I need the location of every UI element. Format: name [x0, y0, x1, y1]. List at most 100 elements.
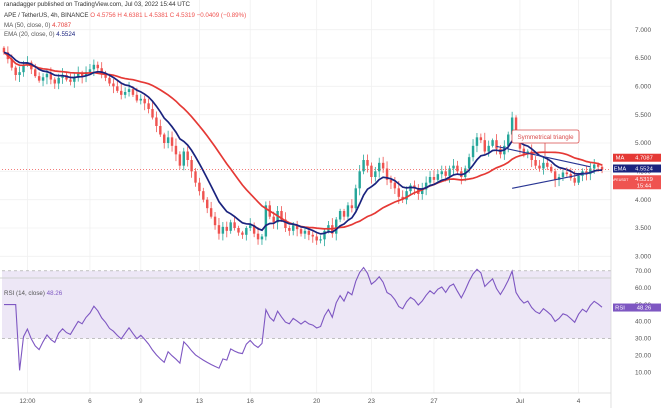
candle-body: [225, 226, 228, 231]
candle-body: [522, 148, 526, 155]
candle-body: [354, 188, 357, 209]
candle-body: [249, 225, 252, 228]
ohlc-text: O 4.5756 H 4.6381 L 4.5381 C 4.5319 −0.0…: [90, 12, 247, 19]
candle-body: [600, 166, 604, 170]
legend-rsi[interactable]: RSI (14, close) 48.26: [4, 290, 62, 298]
candle-body: [573, 178, 576, 183]
annotation-callout[interactable]: Symmetrical triangle: [511, 129, 580, 156]
candle-body: [311, 234, 314, 237]
candle-body: [190, 160, 193, 172]
candle-body: [88, 69, 92, 73]
price-tag-value: 4.5524: [635, 166, 654, 172]
price-tag-label-box: [613, 153, 627, 162]
rsi-tag-value-box: [627, 303, 661, 312]
candle-body: [73, 77, 76, 82]
price-tag-name: EMA: [614, 166, 627, 172]
candle-body: [530, 151, 533, 160]
symbol-text: APE / TetherUS, 4h, BINANCE: [4, 12, 89, 19]
candle-body: [84, 72, 88, 77]
candle-body: [209, 208, 213, 217]
candle-body: [448, 168, 451, 176]
candle-body: [10, 59, 13, 68]
candle-body: [104, 73, 107, 78]
candle-body: [123, 92, 127, 95]
candle-body: [100, 68, 103, 74]
candle-body: [589, 168, 592, 175]
candle-body: [131, 89, 135, 95]
candle-body: [385, 168, 389, 180]
candle-body: [362, 160, 365, 172]
price-tick-label: 5.500: [635, 112, 651, 119]
candle-body: [182, 151, 185, 166]
candle-body: [41, 77, 45, 81]
candle-body: [393, 182, 397, 189]
candle-body: [456, 165, 459, 172]
candle-body: [37, 76, 41, 81]
legend-ma[interactable]: MA (50, close, 0) 4.7087: [4, 22, 71, 30]
candle-body: [507, 134, 510, 146]
candle-body: [370, 165, 373, 177]
candle-body: [80, 73, 84, 77]
candle-body: [432, 177, 436, 180]
time-tick-label: 6: [88, 398, 92, 405]
legend-symbol[interactable]: APE / TetherUS, 4h, BINANCE O 4.5756 H 4…: [4, 12, 246, 20]
candle-body: [303, 230, 307, 234]
rsi-band: [2, 270, 611, 339]
candle-body: [14, 67, 17, 75]
candle-body: [194, 171, 197, 183]
candle-body: [596, 164, 600, 167]
time-axis[interactable]: 12:00 6 9 13 16 20 23 27 Jul 4: [19, 398, 580, 405]
price-axis[interactable]: 3.0003.5004.0004.5005.0005.5006.0006.500…: [635, 27, 651, 261]
candle-body: [479, 137, 483, 141]
price-tick-label: 5.000: [635, 140, 651, 147]
candle-body: [561, 172, 565, 177]
candle-body: [593, 164, 596, 169]
publish-text: ranadagger published on TradingView.com,…: [4, 1, 190, 8]
price-tag-name: MA: [616, 156, 625, 162]
triangle-trendline: [512, 171, 595, 189]
candle-body: [217, 225, 221, 234]
rsi-tag-value: 48.26: [637, 305, 652, 311]
candle-body: [315, 236, 318, 241]
time-tick-label: Jul: [516, 398, 524, 405]
candle-body: [151, 109, 154, 118]
candle-body: [405, 191, 408, 200]
time-tick-label: 23: [368, 398, 376, 405]
candle-body: [292, 225, 295, 231]
candle-body: [155, 117, 158, 126]
price-tag-label-box: [613, 164, 627, 173]
ema-label: EMA (20, close, 0): [4, 31, 55, 38]
ema-line: [3, 51, 603, 235]
candle-body: [34, 69, 37, 77]
candle-body: [143, 98, 146, 104]
ma-label: MA (50, close, 0): [4, 22, 51, 29]
candle-body: [467, 157, 471, 169]
price-tick-label: 4.000: [635, 197, 651, 204]
triangle-pattern: [496, 145, 595, 189]
candle-body: [237, 228, 240, 233]
candle-body: [53, 79, 56, 84]
candle-body: [260, 236, 264, 240]
candle-body: [108, 77, 111, 84]
candle-body: [409, 185, 412, 192]
candle-body: [491, 140, 494, 146]
candle-body: [112, 83, 115, 87]
candle-body: [307, 230, 311, 235]
legend-ema[interactable]: EMA (20, close, 0) 4.5524: [4, 31, 75, 39]
rsi-line: [4, 266, 603, 371]
candle-body: [229, 222, 232, 231]
triangle-trendline: [496, 145, 591, 168]
time-tick-label: 4: [577, 398, 581, 405]
candle-body: [284, 219, 287, 228]
ema-value: 4.5524: [56, 31, 76, 38]
candle-body: [147, 103, 150, 109]
candle-body: [577, 175, 580, 183]
rsi-tick-label: 30.00: [635, 336, 651, 343]
candle-body: [174, 145, 178, 155]
candle-body: [487, 145, 490, 152]
rsi-tag-name: RSI: [615, 305, 625, 311]
candle-body: [198, 182, 201, 192]
candle-body: [350, 205, 354, 209]
